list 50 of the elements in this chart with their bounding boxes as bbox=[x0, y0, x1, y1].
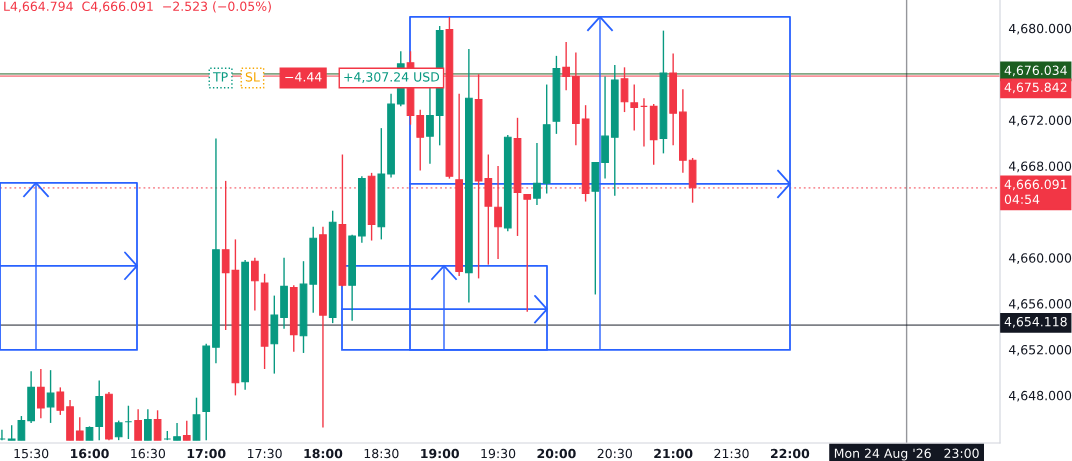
candlestick bbox=[426, 87, 434, 165]
y-tick-label: 4,656.000 bbox=[1008, 299, 1072, 310]
candlestick bbox=[533, 142, 541, 206]
candlestick bbox=[36, 368, 45, 420]
x-tick-label: 18:00 bbox=[304, 448, 343, 459]
annotation: −4.44 bbox=[285, 72, 322, 82]
x-tick-label: 19:00 bbox=[421, 448, 459, 459]
annotation: SL bbox=[245, 72, 260, 82]
candlestick bbox=[562, 41, 571, 91]
candlestick bbox=[523, 193, 532, 313]
annotation: +4,307.24 USD bbox=[344, 72, 440, 83]
candlestick bbox=[153, 409, 162, 441]
ref-line-label: 4,676.034 bbox=[1004, 65, 1067, 77]
candlestick bbox=[114, 419, 123, 441]
ref-line-label: 4,666.091 04:54 bbox=[1004, 179, 1067, 204]
candlestick bbox=[630, 83, 639, 132]
candlestick bbox=[134, 408, 142, 441]
candlestick bbox=[75, 416, 84, 441]
candlestick bbox=[416, 109, 425, 172]
y-tick-label: 4,672.000 bbox=[1008, 115, 1072, 127]
x-tick-label: 16:30 bbox=[131, 448, 166, 459]
x-tick-label: 19:30 bbox=[481, 448, 516, 459]
ref-line-label: Mon 24 Aug '26 23:00 bbox=[834, 448, 979, 461]
x-tick-label: 20:30 bbox=[597, 448, 632, 459]
candlestick bbox=[620, 66, 629, 113]
annotation: TP bbox=[212, 72, 228, 82]
candlestick bbox=[56, 386, 65, 416]
candlestick bbox=[182, 419, 191, 441]
y-tick-label: 4,680.000 bbox=[1008, 23, 1072, 35]
x-tick-label: 15:30 bbox=[14, 448, 49, 459]
ref-line-label: 4,654.118 bbox=[1004, 316, 1067, 328]
x-tick-label: 17:30 bbox=[247, 448, 282, 459]
candlestick bbox=[251, 257, 259, 312]
y-tick-label: 4,652.000 bbox=[1008, 344, 1072, 356]
candlestick bbox=[173, 422, 181, 441]
annotation: L4,664.794 C4,666.091 −2.523 (−0.05%) bbox=[4, 1, 271, 13]
ref-line-label: 4,675.842 bbox=[1004, 82, 1067, 94]
x-tick-label: 18:30 bbox=[364, 448, 399, 459]
y-tick-label: 4,648.000 bbox=[1008, 390, 1072, 402]
candlestick bbox=[46, 369, 55, 424]
x-tick-label: 20:00 bbox=[537, 448, 576, 459]
x-tick-label: 17:00 bbox=[187, 448, 226, 459]
x-tick-label: 16:00 bbox=[71, 448, 109, 459]
x-tick-label: 22:00 bbox=[770, 448, 810, 459]
candlestick bbox=[143, 408, 152, 441]
y-tick-label: 4,660.000 bbox=[1008, 253, 1072, 264]
y-tick-label: 4,668.000 bbox=[1008, 161, 1072, 173]
x-tick-label: 21:30 bbox=[714, 448, 749, 459]
candlestick bbox=[494, 165, 502, 260]
x-tick-label: 21:00 bbox=[654, 448, 693, 459]
